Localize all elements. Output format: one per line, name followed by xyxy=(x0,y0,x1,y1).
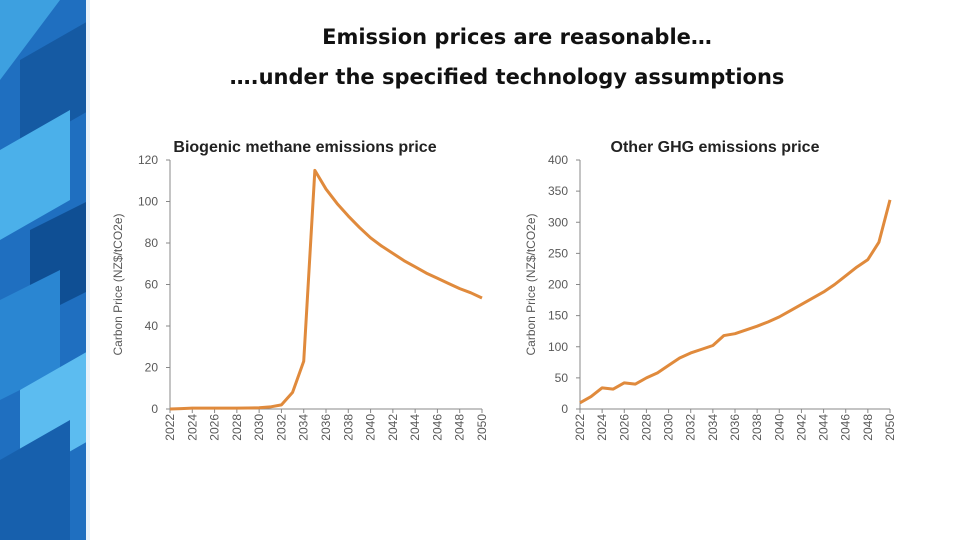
side-pattern xyxy=(0,0,90,540)
x-tick-label: 2034 xyxy=(706,414,720,441)
x-tick-label: 2024 xyxy=(595,414,609,441)
line-series xyxy=(169,168,483,411)
x-tick-label: 2028 xyxy=(230,414,244,441)
y-tick-label: 0 xyxy=(151,402,158,416)
slide-title: ….under the specified technology assumpt… xyxy=(230,65,785,89)
y-tick-label: 150 xyxy=(548,309,568,323)
x-tick-label: 2048 xyxy=(453,414,467,441)
x-tick-label: 2026 xyxy=(617,414,631,441)
y-tick-label: 250 xyxy=(548,246,568,260)
x-tick-label: 2024 xyxy=(185,414,199,441)
x-tick-label: 2040 xyxy=(772,414,786,441)
x-tick-label: 2042 xyxy=(794,414,808,441)
y-tick-label: 40 xyxy=(145,319,159,333)
x-tick-label: 2038 xyxy=(750,414,764,441)
x-tick-label: 2042 xyxy=(386,414,400,441)
x-tick-label: 2040 xyxy=(364,414,378,441)
y-tick-label: 80 xyxy=(145,236,159,250)
x-tick-label: 2030 xyxy=(662,414,676,441)
x-tick-label: 2046 xyxy=(430,414,444,441)
x-tick-label: 2050 xyxy=(883,414,897,441)
y-axis-label: Carbon Price (NZ$/tCO2e) xyxy=(524,213,538,355)
x-tick-label: 2022 xyxy=(573,414,587,441)
x-tick-label: 2036 xyxy=(319,414,333,441)
y-tick-label: 200 xyxy=(548,278,568,292)
y-tick-label: 20 xyxy=(145,361,159,375)
x-tick-label: 2044 xyxy=(817,414,831,441)
x-tick-label: 2032 xyxy=(684,414,698,441)
y-tick-label: 0 xyxy=(561,402,568,416)
x-tick-label: 2034 xyxy=(297,414,311,441)
chart-title: Biogenic methane emissions price xyxy=(173,139,436,156)
y-axis-label: Carbon Price (NZ$/tCO2e) xyxy=(111,213,125,355)
x-tick-label: 2022 xyxy=(163,414,177,441)
y-tick-label: 50 xyxy=(555,371,569,385)
y-tick-label: 100 xyxy=(548,340,568,354)
x-tick-label: 2048 xyxy=(861,414,875,441)
y-tick-label: 60 xyxy=(145,278,159,292)
y-tick-label: 400 xyxy=(548,153,568,167)
x-tick-label: 2028 xyxy=(639,414,653,441)
x-tick-label: 2044 xyxy=(408,414,422,441)
x-tick-label: 2036 xyxy=(728,414,742,441)
y-tick-label: 120 xyxy=(138,153,158,167)
x-tick-label: 2032 xyxy=(274,414,288,441)
y-tick-label: 100 xyxy=(138,195,158,209)
y-tick-label: 350 xyxy=(548,184,568,198)
x-tick-label: 2050 xyxy=(475,414,489,441)
x-tick-label: 2026 xyxy=(208,414,222,441)
y-tick-label: 300 xyxy=(548,215,568,229)
x-tick-label: 2030 xyxy=(252,414,266,441)
chart-title: Other GHG emissions price xyxy=(611,139,820,156)
x-tick-label: 2046 xyxy=(839,414,853,441)
line-series xyxy=(579,199,892,405)
x-tick-label: 2038 xyxy=(341,414,355,441)
slide-title: Emission prices are reasonable… xyxy=(322,25,712,49)
